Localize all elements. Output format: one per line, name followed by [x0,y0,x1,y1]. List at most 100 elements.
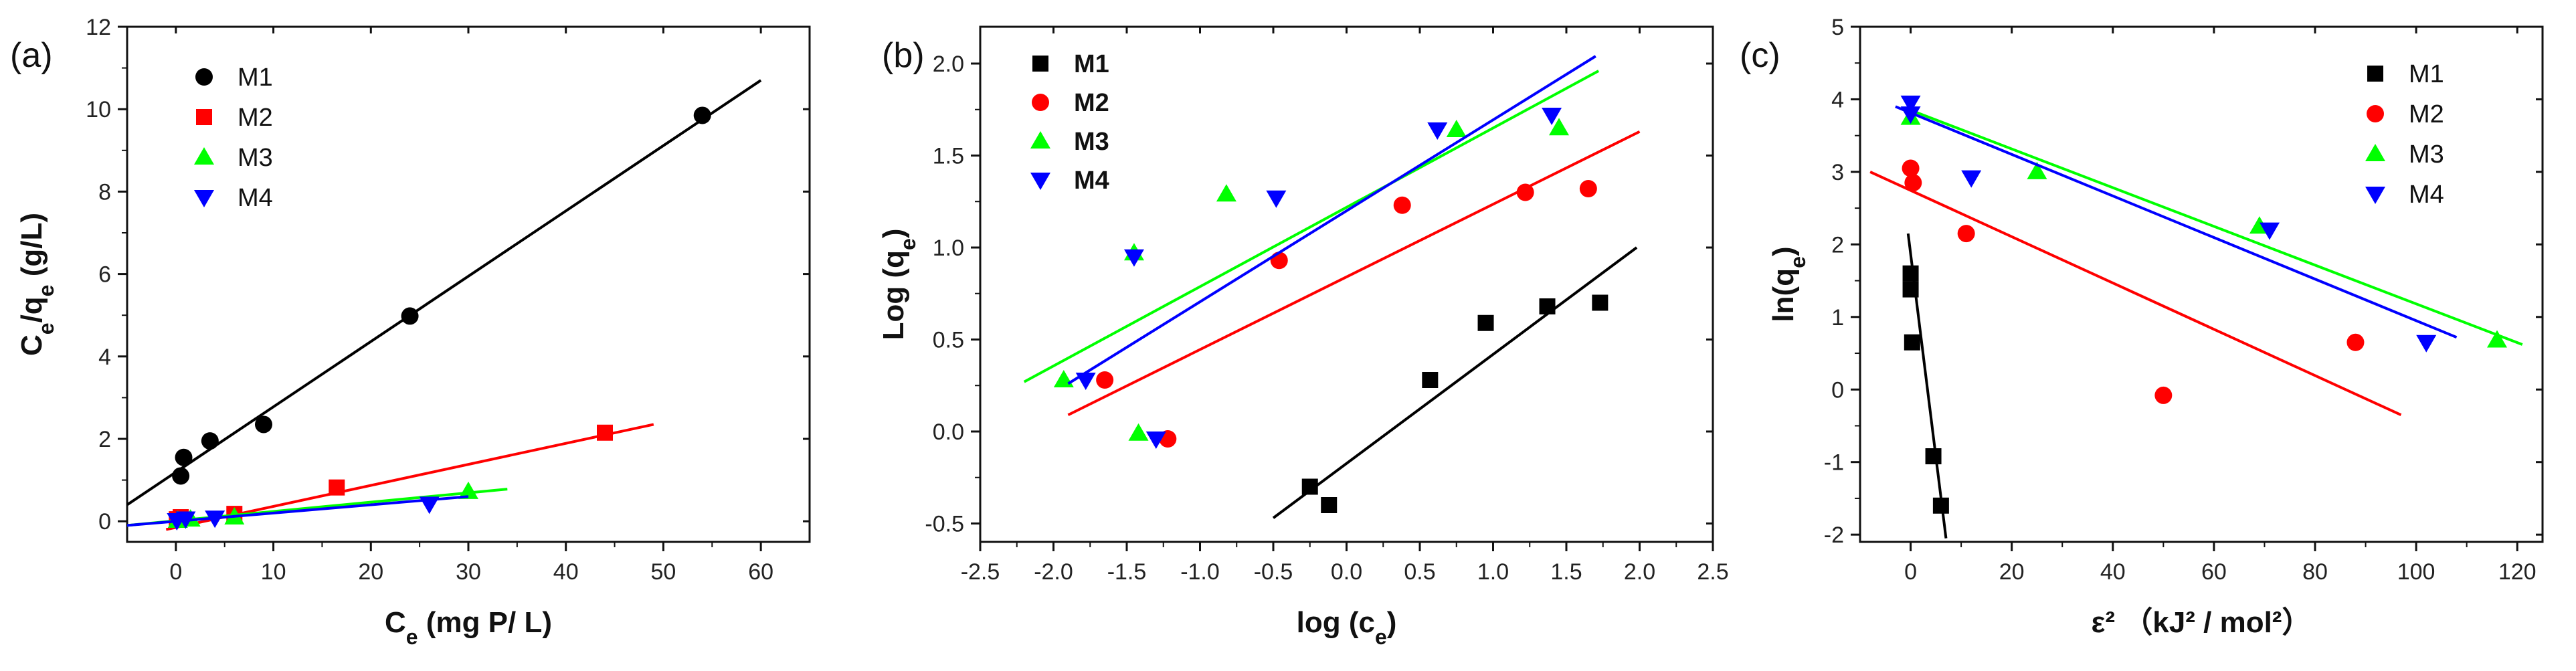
data-point-m2 [597,424,613,441]
y-tick-label: 1.0 [933,235,964,261]
data-point-m1 [693,106,711,124]
y-tick-label: 5 [1831,15,1844,40]
data-point-m1 [1321,497,1338,513]
x-tick-label: 20 [1999,559,2025,585]
panel-b: -2.5 -2.0 -1.5 -1.0 -0.5 0.0 0.5 1.0 1.5 2.0 2.5 -0… [877,25,1729,649]
data-point-m1 [1422,372,1439,388]
legend-label-m2: M2 [1074,89,1109,117]
x-tick-label: 0.5 [1404,559,1435,585]
fit-line-m2 [1067,130,1641,417]
data-point-m2 [1393,196,1411,214]
x-tick-label: 120 [2498,559,2537,585]
legend-label-m3: M3 [2409,140,2444,169]
data-point-m2 [1902,159,1920,177]
data-point-m2 [1904,174,1922,192]
data-point-m1 [1902,265,1919,282]
series-m4 [127,495,469,531]
y-tick-label: 2 [1831,232,1844,258]
data-point-m1 [1477,314,1494,331]
legend: M1 M2 M3 M4 [2365,60,2444,209]
fit-line-m4 [1067,55,1596,385]
data-point-m4 [205,510,225,529]
data-point-m1 [1301,478,1318,495]
legend-marker-m1 [195,68,213,86]
x-tick-label: 100 [2397,559,2435,585]
data-point-m1 [1539,298,1556,314]
fit-line-m1 [127,79,762,506]
data-point-m4 [1123,249,1144,267]
data-point-m2 [1270,252,1288,270]
series-m1 [1902,233,1949,539]
series-m1 [127,79,762,506]
data-point-m4 [2260,222,2280,240]
data-point-m4 [2416,334,2437,353]
y-axis-title: Ce/qe (g/L) [15,213,58,356]
legend-label-m4: M4 [1074,167,1109,195]
series-m2 [1067,130,1641,448]
x-tick-label: 40 [2100,559,2126,585]
y-tick-label: 8 [98,179,111,205]
data-point-m3 [458,481,478,499]
legend: M1 M2 M3 M4 [194,64,273,212]
legend-label-m1: M1 [1074,50,1109,78]
y-tick-label: 10 [86,97,111,122]
data-point-m3 [1053,370,1074,387]
legend-marker-m3 [194,147,214,165]
data-point-m4 [1427,122,1448,140]
x-tick-label: 0.0 [1331,559,1362,585]
legend-label-m2: M2 [2409,100,2444,128]
series-m3 [1023,70,1600,441]
data-point-m1 [1902,281,1919,298]
y-tick-label: 2 [98,427,111,452]
data-point-m4 [1075,373,1096,390]
series-m4 [1895,95,2458,353]
y-axis-title: Log (qe) [877,229,920,341]
x-tick-label: 40 [553,559,579,585]
legend-marker-m4 [2365,187,2385,204]
x-tick-label: 1.0 [1477,559,1509,585]
data-point-m1 [201,432,219,450]
data-point-m3 [1446,120,1467,137]
y-tick-label: -2 [1824,522,1844,548]
legend-label-m3: M3 [238,144,273,172]
x-tick-label: 50 [651,559,676,585]
legend-label-m1: M1 [2409,60,2444,88]
legend-marker-m3 [1030,131,1050,149]
data-point-m2 [1957,225,1975,243]
fit-line-m1 [1272,246,1638,519]
data-point-m3 [1216,184,1236,202]
data-point-m1 [401,307,419,325]
series-m2 [1869,159,2402,417]
legend-marker-m2 [1032,94,1049,111]
fit-line-m4 [1895,105,2458,339]
x-axis-title: ε² （kJ² / mol²） [2092,606,2312,639]
y-tick-label: 0.5 [933,328,964,353]
data-point-m4 [419,496,440,514]
data-point-m4 [1145,432,1166,449]
panel-c: 0 20 40 60 80 100 120 -2 -1 0 1 2 3 4 5 (c) ε² （kJ² / mo… [1740,15,2544,639]
x-tick-label: -1.5 [1107,559,1147,585]
legend-label-m4: M4 [2409,181,2444,209]
legend-label-m1: M1 [238,64,273,92]
data-point-m4 [1266,190,1287,208]
x-tick-label: 10 [261,559,286,585]
y-tick-label: 3 [1831,160,1844,185]
x-tick-label: 80 [2302,559,2328,585]
legend-marker-m1 [2367,66,2383,82]
series-m4 [1067,55,1596,449]
legend-marker-m2 [196,109,212,125]
fit-line-m3 [1910,108,2523,346]
data-point-m2 [1516,183,1534,201]
x-axis-title: Ce (mg P/ L) [385,606,552,649]
y-tick-label: -1 [1824,450,1844,476]
x-tick-label: 2.0 [1624,559,1655,585]
legend-marker-m2 [2367,105,2384,122]
data-point-m4 [1900,95,1921,113]
data-point-m4 [1900,106,1921,124]
panel-label: (a) [10,36,53,75]
series-m1 [1272,246,1638,519]
fit-line-m3 [1023,70,1600,383]
data-point-m4 [1542,108,1562,125]
plot-frame [1859,25,2544,543]
